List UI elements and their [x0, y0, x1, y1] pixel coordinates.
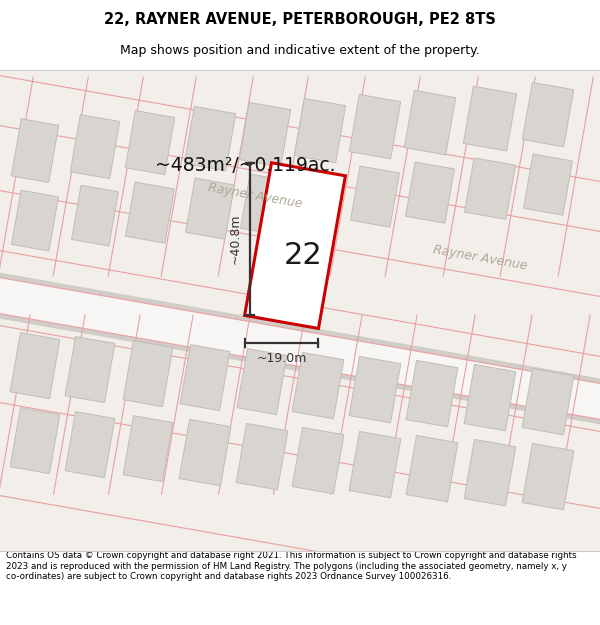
Text: 22, RAYNER AVENUE, PETERBOROUGH, PE2 8TS: 22, RAYNER AVENUE, PETERBOROUGH, PE2 8TS: [104, 12, 496, 27]
Polygon shape: [65, 337, 115, 402]
Polygon shape: [123, 416, 173, 482]
Polygon shape: [406, 162, 454, 223]
Polygon shape: [406, 436, 458, 502]
Polygon shape: [294, 98, 346, 163]
Text: Map shows position and indicative extent of the property.: Map shows position and indicative extent…: [120, 44, 480, 57]
Polygon shape: [464, 439, 516, 506]
Polygon shape: [237, 349, 287, 414]
Polygon shape: [464, 364, 516, 431]
Polygon shape: [125, 111, 175, 174]
Polygon shape: [185, 178, 235, 239]
Polygon shape: [184, 106, 236, 171]
Polygon shape: [522, 368, 574, 435]
Polygon shape: [522, 443, 574, 510]
Polygon shape: [463, 86, 517, 151]
Polygon shape: [123, 341, 173, 407]
Polygon shape: [522, 82, 574, 147]
Text: Contains OS data © Crown copyright and database right 2021. This information is : Contains OS data © Crown copyright and d…: [6, 551, 577, 581]
Text: Rayner Avenue: Rayner Avenue: [207, 181, 303, 211]
Text: ~483m²/~0.119ac.: ~483m²/~0.119ac.: [155, 156, 335, 175]
Text: Rayner Avenue: Rayner Avenue: [432, 243, 528, 272]
Polygon shape: [125, 182, 175, 243]
Polygon shape: [11, 190, 58, 251]
Polygon shape: [179, 419, 231, 486]
Polygon shape: [10, 332, 60, 399]
Polygon shape: [11, 119, 59, 182]
Polygon shape: [0, 272, 600, 424]
Polygon shape: [245, 162, 346, 329]
Polygon shape: [349, 94, 401, 159]
Polygon shape: [406, 361, 458, 427]
Polygon shape: [349, 356, 401, 423]
Polygon shape: [241, 174, 289, 235]
Text: 22: 22: [284, 241, 322, 270]
Polygon shape: [71, 185, 118, 246]
Polygon shape: [404, 91, 456, 155]
Polygon shape: [0, 278, 600, 419]
Polygon shape: [292, 428, 344, 494]
Polygon shape: [65, 412, 115, 478]
Text: ~40.8m: ~40.8m: [229, 214, 242, 264]
Polygon shape: [524, 154, 572, 215]
Polygon shape: [350, 166, 400, 227]
Polygon shape: [464, 158, 515, 219]
Text: ~19.0m: ~19.0m: [256, 352, 307, 365]
Polygon shape: [239, 102, 291, 167]
Polygon shape: [236, 423, 288, 490]
Polygon shape: [292, 352, 344, 419]
Polygon shape: [10, 408, 60, 474]
Polygon shape: [296, 170, 344, 231]
Polygon shape: [349, 431, 401, 498]
Polygon shape: [180, 344, 230, 411]
Polygon shape: [70, 114, 120, 179]
